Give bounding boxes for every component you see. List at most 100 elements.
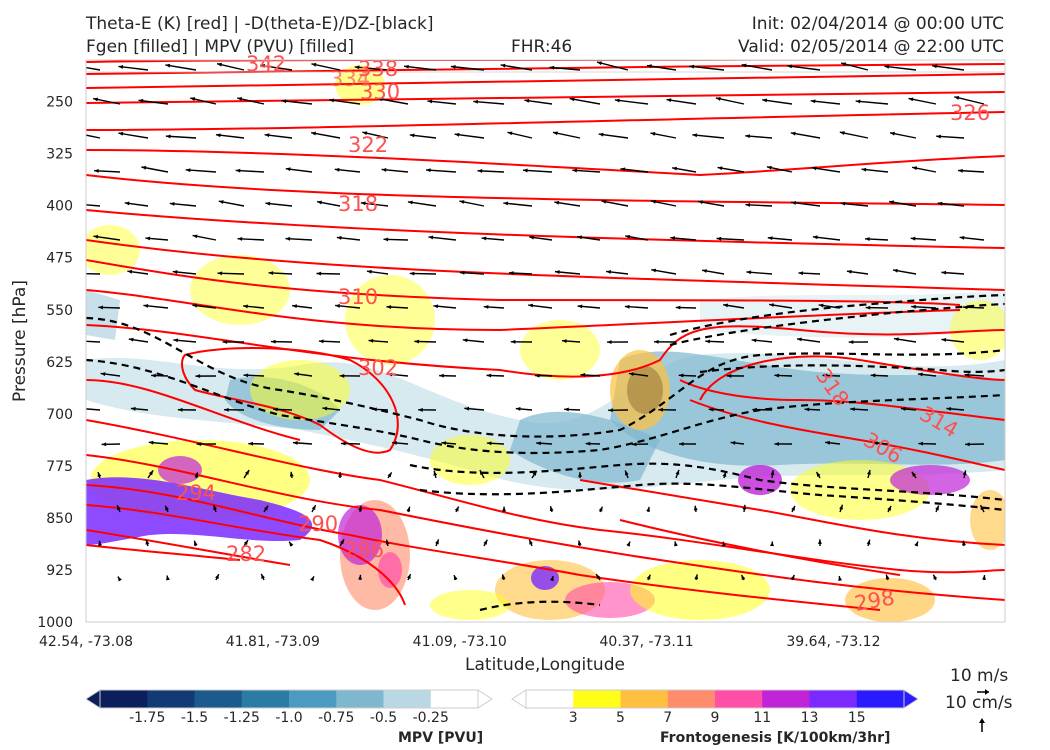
wind-vector-head: [722, 471, 727, 477]
wind-vector-head: [958, 168, 963, 173]
wind-vector-head: [166, 575, 170, 581]
wind-vector-head: [97, 472, 102, 478]
colorbar-extend-left: [511, 689, 527, 709]
wind-vector-head: [884, 64, 890, 69]
wind-vector-head: [658, 407, 663, 412]
wind-vector-head: [935, 505, 939, 511]
wind-vector-head: [893, 337, 899, 342]
colorbar-swatch: [383, 690, 432, 708]
wind-vector-head: [818, 539, 822, 544]
plot-fields: [86, 60, 1005, 622]
wind-vector-head: [404, 64, 409, 69]
plot-frame: [85, 59, 1006, 623]
x-tick-label: 41.09, -73.10: [413, 634, 507, 650]
wind-vector-head: [165, 134, 171, 139]
wind-vector-head: [486, 373, 492, 378]
wind-vector-head: [218, 200, 224, 204]
wind-vector: [165, 64, 197, 71]
contour-label: 338: [358, 57, 398, 81]
wind-vector-head: [217, 271, 223, 276]
wind-vector-head: [822, 373, 828, 378]
wind-vector-head: [549, 506, 554, 512]
wind-vector-head: [751, 338, 757, 343]
colorbar-extend-left: [85, 689, 101, 709]
wind-vector-head: [243, 540, 249, 546]
wind-vector-head: [770, 470, 775, 476]
chart-title-line1: Theta-E (K) [red] | -D(theta-E)/DZ-[blac…: [86, 14, 434, 34]
wind-vector-head: [692, 133, 698, 138]
contour-label: 318: [338, 192, 378, 216]
wind-vector-head: [192, 303, 198, 308]
wind-vector: [86, 134, 101, 139]
wind-vector-head: [334, 167, 340, 172]
wind-vector-head: [564, 407, 569, 412]
wind-vector-head: [281, 99, 287, 104]
wind-vector-head: [532, 470, 537, 476]
colorbar-swatch: [289, 690, 337, 708]
wind-vector-head: [572, 168, 577, 173]
wind-vector: [614, 99, 649, 105]
contour-label: 286: [344, 538, 384, 562]
wind-vector-head: [577, 304, 583, 309]
colorbar-tick-label: -0.5: [370, 710, 397, 726]
chart-title-line2: Fgen [filled] | MPV (PVU) [filled]: [86, 37, 355, 57]
wind-vector-head: [196, 442, 202, 446]
wind-vectors: [86, 61, 986, 582]
wind-vector: [86, 340, 101, 343]
wind-vector-head: [338, 472, 342, 477]
wind-vector: [281, 100, 313, 105]
wind-vector-head: [358, 505, 363, 511]
wind-vector-head: [912, 166, 918, 171]
wind-vector-head: [730, 441, 736, 445]
wind-vector-head: [329, 98, 335, 103]
wind-vector-head: [450, 65, 456, 69]
wind-vector-head: [954, 96, 960, 100]
wind-vector-head: [959, 235, 965, 240]
wind-vector-head: [946, 406, 952, 411]
wind-vector-head: [932, 64, 937, 69]
wind-vector-head: [215, 574, 219, 580]
wind-vector-head: [598, 132, 604, 137]
colorbar-swatch: [526, 690, 574, 708]
wind-vector-head: [148, 440, 154, 445]
contour-label: 310: [338, 285, 378, 309]
wind-vector-head: [387, 472, 392, 478]
wind-vector-head: [838, 576, 843, 581]
fgen-fill-layer: [86, 65, 1005, 622]
colorbar-tick-label: -0.75: [318, 710, 354, 726]
wind-vector-head: [98, 305, 104, 310]
wind-vector: [425, 169, 457, 173]
wind-vector-head: [340, 441, 346, 446]
wind-vector-head: [766, 165, 772, 170]
wind-vector-head: [762, 98, 768, 103]
wind-vector-head: [428, 235, 434, 240]
wind-vector-head: [841, 62, 847, 67]
wind-vector-head: [887, 505, 892, 511]
wind-vector-head: [910, 236, 916, 241]
wind-vector-head: [503, 201, 509, 206]
wind-vector-head: [840, 201, 846, 206]
wind-vector-head: [427, 99, 433, 104]
wind-vector-head: [606, 340, 612, 345]
wind-vector-head: [745, 202, 751, 207]
wind-vector-head: [549, 576, 554, 582]
colorbar-swatch: [715, 690, 763, 708]
wind-vector-head: [810, 99, 816, 104]
wind-vector-head: [742, 504, 747, 510]
wind-vector-head: [717, 166, 723, 171]
wind-vector-head: [964, 373, 970, 377]
wind-vector-head: [689, 64, 695, 69]
colorbar-swatch: [762, 690, 810, 708]
wind-vector-head: [366, 269, 372, 274]
colorbar-swatch: [620, 690, 669, 708]
wind-vector-head: [651, 268, 657, 273]
colorbar-tick-label: -1.75: [129, 710, 165, 726]
wind-vector-head: [459, 270, 465, 275]
wind-vector-head: [273, 407, 278, 412]
x-tick-label: 42.54, -73.08: [39, 634, 133, 650]
wind-vector-head: [672, 166, 677, 171]
contour-label: 294: [176, 481, 216, 505]
wind-vector-head: [798, 271, 804, 276]
wind-vector-head: [918, 441, 924, 446]
